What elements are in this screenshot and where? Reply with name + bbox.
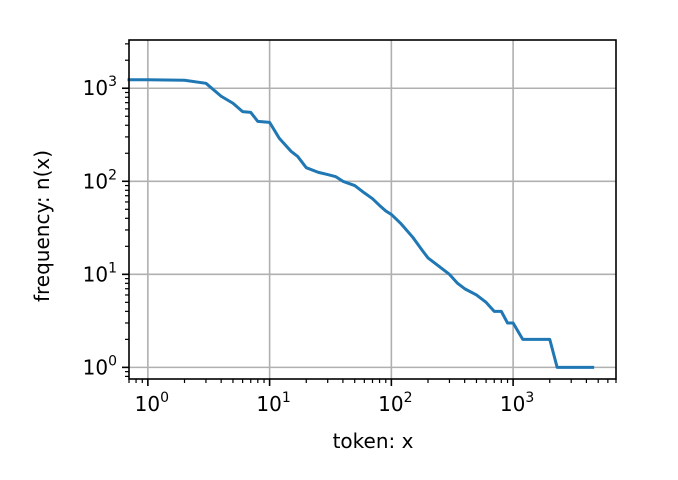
- y-tick-label: 102: [83, 167, 117, 193]
- ticks: 100 101 102 103 100 101 102 103: [83, 43, 617, 416]
- x-axis-label: token: x: [333, 429, 414, 453]
- y-axis-label: frequency: n(x): [30, 150, 54, 302]
- y-tick-label: 101: [83, 260, 117, 286]
- series-line: [127, 78, 595, 369]
- x-tick-label: 103: [500, 390, 534, 416]
- y-tick-label: 103: [83, 74, 117, 100]
- x-tick-label: 102: [378, 390, 412, 416]
- grid: [129, 40, 616, 379]
- x-tick-label: 101: [256, 390, 290, 416]
- y-tick-label: 100: [83, 353, 117, 379]
- x-tick-label: 100: [135, 390, 169, 416]
- series-layer: [127, 78, 595, 369]
